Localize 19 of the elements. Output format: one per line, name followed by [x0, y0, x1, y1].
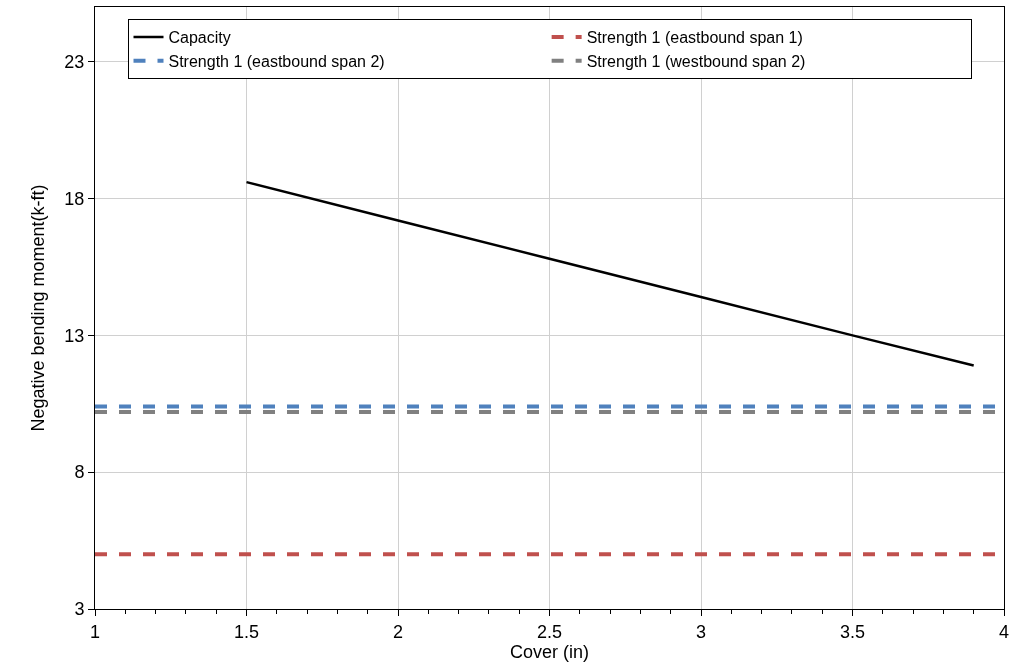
line-series — [245, 180, 975, 367]
x-tick-label: 2.5 — [536, 621, 563, 642]
y-tick-label: 13 — [64, 325, 85, 346]
y-axis-title: Negative bending moment(k-ft) — [27, 184, 48, 432]
legend-label: Strength 1 (eastbound span 1) — [586, 29, 803, 47]
x-tick-label: 2 — [392, 621, 404, 642]
y-tick-label: 8 — [74, 462, 85, 483]
x-tick-label: 3 — [695, 621, 707, 642]
legend-label: Capacity — [168, 29, 231, 47]
x-tick-label: 1.5 — [233, 621, 260, 642]
x-tick-label: 1 — [89, 621, 101, 642]
y-tick-label: 18 — [64, 188, 85, 209]
x-axis-title: Cover (in) — [509, 641, 590, 662]
legend-label: Strength 1 (westbound span 2) — [586, 52, 806, 70]
x-tick-label: 3.5 — [839, 621, 866, 642]
legend-label: Strength 1 (eastbound span 2) — [168, 52, 385, 70]
y-tick-label: 3 — [74, 599, 85, 620]
x-tick-label: 4 — [998, 621, 1010, 642]
y-tick-label: 23 — [64, 52, 85, 73]
